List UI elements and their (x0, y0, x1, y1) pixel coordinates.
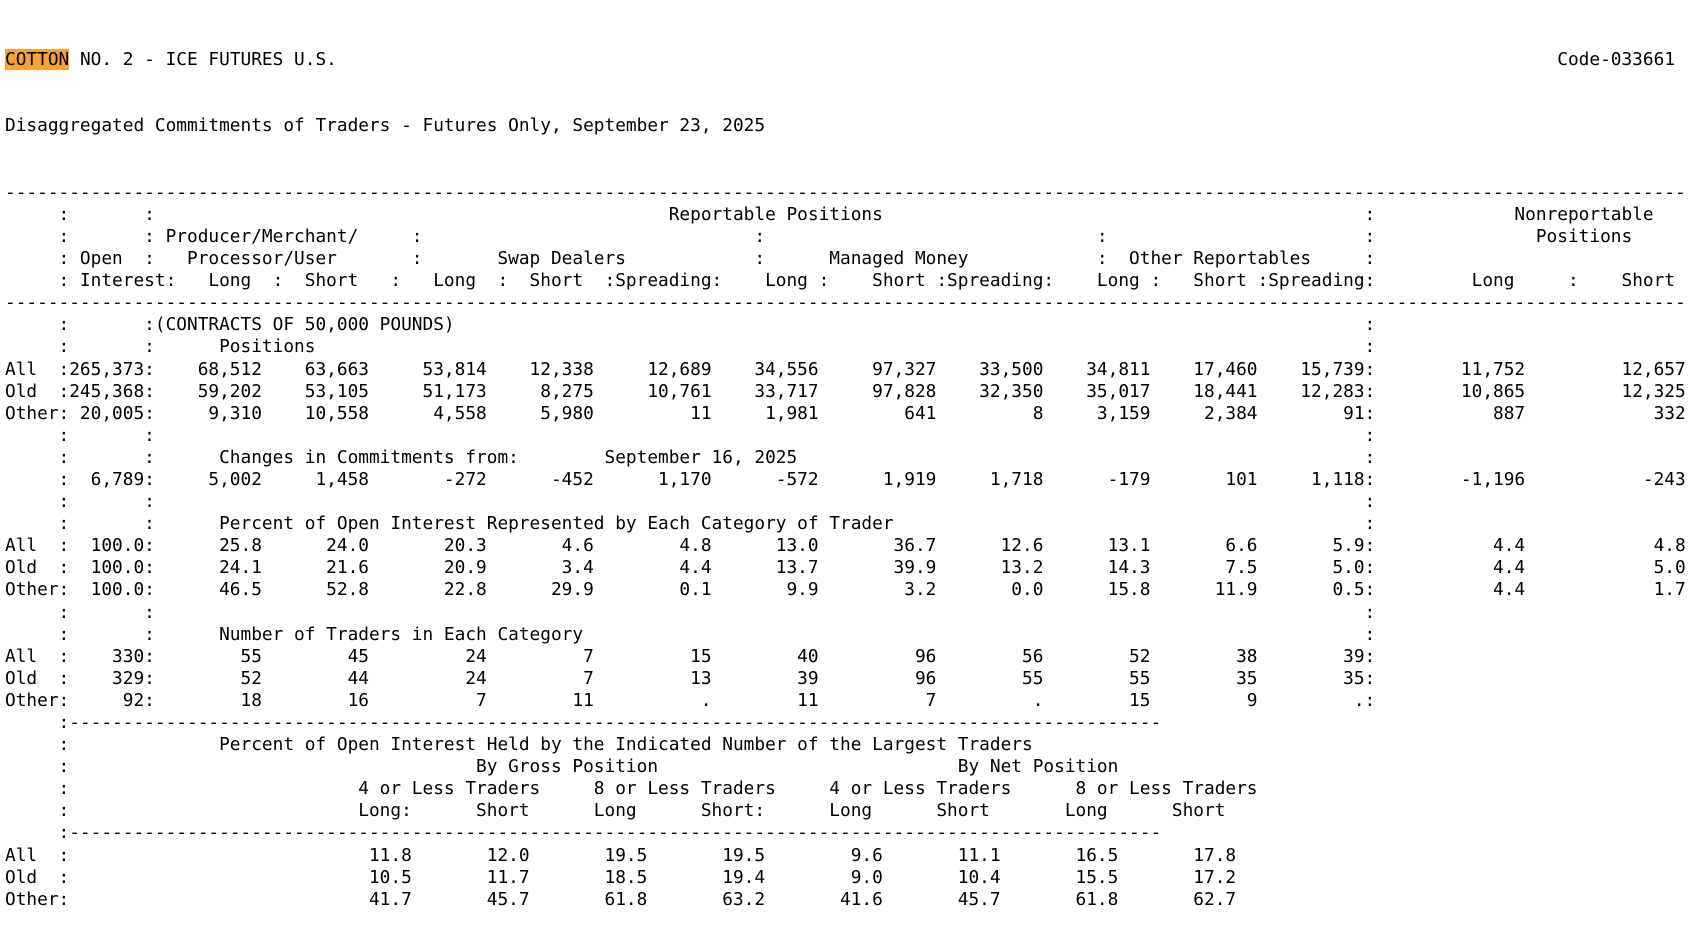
report-body: ----------------------------------------… (5, 182, 1708, 911)
header-producer-line: : : Producer/Merchant/ : : : : Positions (5, 225, 1686, 247)
row-traders-all: All : 330: 55 45 24 7 15 40 96 56 52 38 … (5, 645, 1686, 667)
row-positions-other: Other: 20,005: 9,310 10,558 4,558 5,980 … (5, 402, 1686, 424)
header-groups-line: : Open : Processor/User : Swap Dealers :… (5, 248, 1686, 270)
contracts-note-line: : :(CONTRACTS OF 50,000 POUNDS) : (5, 314, 1686, 336)
divider-line: ----------------------------------------… (5, 181, 1686, 203)
row-concentration-all: All : 11.8 12.0 19.5 19.5 9.6 11.1 16.5 … (5, 844, 1686, 866)
row-concentration-old: Old : 10.5 11.7 18.5 19.4 9.0 10.4 15.5 … (5, 866, 1686, 888)
positions-label-line: : : Positions : (5, 336, 1686, 358)
row-percent-old: Old : 100.0: 24.1 21.6 20.9 3.4 4.4 13.7… (5, 557, 1686, 579)
concentration-position-line: : By Gross Position By Net Position (5, 756, 1686, 778)
search-highlight: COTTON (5, 49, 70, 71)
traders-label-line: : : Number of Traders in Each Category : (5, 623, 1686, 645)
row-traders-other: Other: 92: 18 16 7 11 . 11 7 . 15 9 .: (5, 689, 1686, 711)
concentration-groups-line: : 4 or Less Traders 8 or Less Traders 4 … (5, 778, 1686, 800)
row-percent-all: All : 100.0: 25.8 24.0 20.3 4.6 4.8 13.0… (5, 535, 1686, 557)
report-title-line: COTTON NO. 2 - ICE FUTURES U.S. Code-0336… (5, 49, 1708, 71)
percent-label-line: : : Percent of Open Interest Represented… (5, 513, 1686, 535)
header-columns-line: : Interest: Long : Short : Long : Short … (5, 270, 1686, 292)
changes-label-line: : : Changes in Commitments from: Septemb… (5, 446, 1686, 468)
report-subtitle: Disaggregated Commitments of Traders - F… (5, 115, 766, 137)
row-traders-old: Old : 329: 52 44 24 7 13 39 96 55 55 35 … (5, 667, 1686, 689)
row-positions-all: All :265,373: 68,512 63,663 53,814 12,33… (5, 358, 1686, 380)
concentration-divider: :---------------------------------------… (5, 822, 1686, 844)
report-title: NO. 2 - ICE FUTURES U.S. (69, 49, 337, 71)
row-changes: : 6,789: 5,002 1,458 -272 -452 1,170 -57… (5, 468, 1686, 490)
header-reportable-line: : : Reportable Positions : Nonreportable (5, 203, 1686, 225)
concentration-divider: :---------------------------------------… (5, 712, 1686, 733)
spacer-line: : : : (5, 424, 1686, 446)
row-positions-old: Old :245,368: 59,202 53,105 51,173 8,275… (5, 380, 1686, 402)
divider-line: ----------------------------------------… (5, 292, 1686, 314)
contract-code: Code-033661 (1557, 49, 1676, 71)
spacer-line: : : : (5, 601, 1686, 623)
spacer-line: : : : (5, 491, 1686, 513)
row-concentration-other: Other: 41.7 45.7 61.8 63.2 41.6 45.7 61.… (5, 888, 1686, 910)
concentration-title-line: : Percent of Open Interest Held by the I… (5, 734, 1686, 756)
concentration-columns-line: : Long: Short Long Short: Long Short Lon… (5, 800, 1686, 822)
row-percent-other: Other: 100.0: 46.5 52.8 22.8 29.9 0.1 9.… (5, 579, 1686, 601)
